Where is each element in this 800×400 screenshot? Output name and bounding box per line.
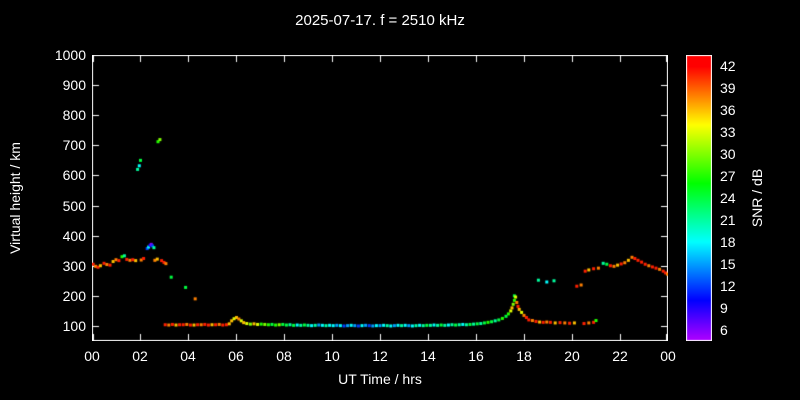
y-tick-label: 1000 bbox=[54, 47, 86, 63]
x-tick-label: 22 bbox=[612, 348, 628, 364]
colorbar-tick-label: 42 bbox=[720, 58, 736, 74]
y-axis-label-wrap: Virtual height / km bbox=[0, 55, 30, 341]
x-tick-label: 14 bbox=[420, 348, 436, 364]
x-tick-label: 08 bbox=[276, 348, 292, 364]
x-tick-label: 10 bbox=[324, 348, 340, 364]
colorbar-tick-label: 9 bbox=[720, 300, 728, 316]
y-tick-label: 900 bbox=[62, 77, 86, 94]
y-tick-label: 500 bbox=[62, 197, 86, 214]
colorbar-label: SNR / dB bbox=[749, 168, 766, 228]
colorbar-tick-label: 36 bbox=[720, 102, 736, 118]
colorbar-tick-label: 6 bbox=[720, 322, 728, 338]
y-axis-label: Virtual height / km bbox=[7, 142, 24, 254]
y-tick-label: 600 bbox=[62, 167, 86, 184]
x-tick-label: 16 bbox=[468, 348, 484, 364]
y-tick-label: 700 bbox=[62, 137, 86, 154]
chart-title: 2025-07-17. f = 2510 kHz bbox=[295, 12, 465, 29]
colorbar-tick-label: 24 bbox=[720, 190, 736, 206]
colorbar-tick-label: 39 bbox=[720, 80, 736, 96]
colorbar-tick-label: 21 bbox=[720, 212, 736, 228]
x-tick-label: 20 bbox=[564, 348, 580, 364]
x-tick-label: 12 bbox=[372, 348, 388, 364]
x-tick-label: 06 bbox=[228, 348, 244, 364]
y-tick-label: 800 bbox=[62, 107, 86, 124]
x-tick-label: 00 bbox=[84, 348, 100, 364]
colorbar-tick-label: 15 bbox=[720, 256, 736, 272]
x-tick-label: 18 bbox=[516, 348, 532, 364]
colorbar-tick-label: 27 bbox=[720, 168, 736, 184]
colorbar-tick-label: 18 bbox=[720, 234, 736, 250]
colorbar-tick-label: 12 bbox=[720, 278, 736, 294]
y-tick-label: 400 bbox=[62, 227, 86, 244]
x-tick-label: 00 bbox=[660, 348, 676, 364]
y-tick-label: 200 bbox=[62, 287, 86, 304]
x-tick-label: 04 bbox=[180, 348, 196, 364]
x-tick-label: 02 bbox=[132, 348, 148, 364]
x-axis-label: UT Time / hrs bbox=[338, 371, 422, 387]
colorbar-tick-label: 33 bbox=[720, 124, 736, 140]
plot-canvas bbox=[92, 55, 668, 341]
colorbar-tick-label: 30 bbox=[720, 146, 736, 162]
y-tick-label: 300 bbox=[62, 257, 86, 274]
y-tick-label: 100 bbox=[62, 317, 86, 334]
colorbar-canvas bbox=[686, 55, 712, 341]
